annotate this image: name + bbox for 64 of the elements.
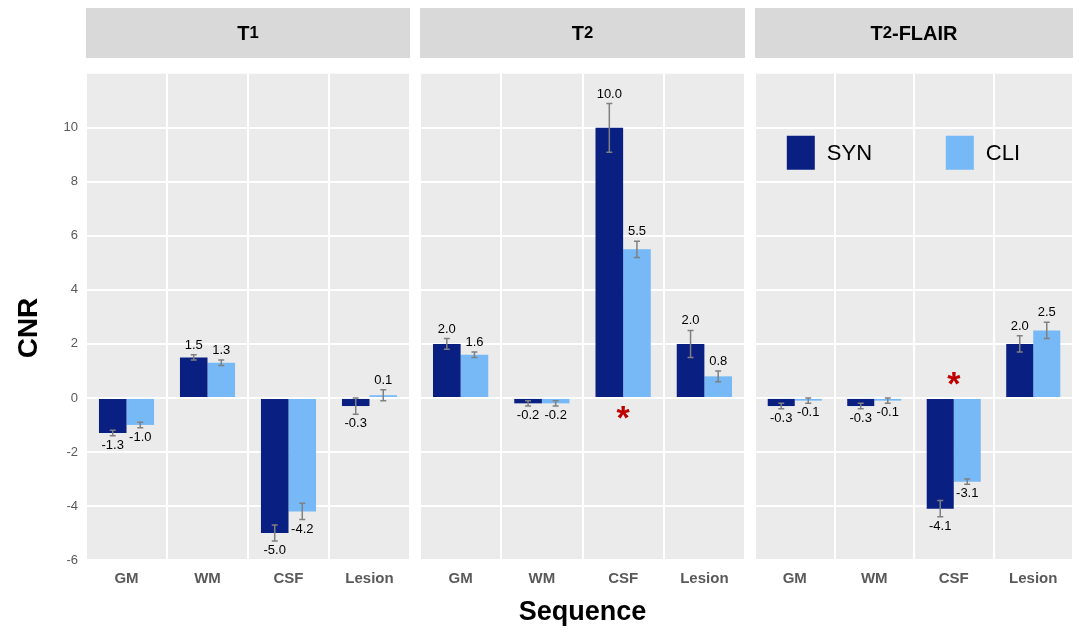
data-label: 1.5 bbox=[184, 336, 203, 352]
y-tick-label: -6 bbox=[66, 551, 78, 567]
data-label: 2.0 bbox=[1010, 317, 1029, 333]
y-tick-label: 4 bbox=[70, 281, 78, 297]
data-label: 0.8 bbox=[709, 353, 728, 368]
y-tick-label: 6 bbox=[70, 227, 78, 243]
y-axis-title: CNR bbox=[12, 297, 44, 359]
data-label: 2.0 bbox=[681, 312, 700, 328]
bar bbox=[179, 357, 208, 397]
x-tick-label: Lesion bbox=[345, 569, 394, 587]
data-label: 1.3 bbox=[212, 342, 231, 358]
data-label: -0.1 bbox=[797, 404, 820, 420]
data-label: 2.5 bbox=[1037, 304, 1056, 320]
bar bbox=[460, 354, 489, 397]
bar bbox=[623, 249, 651, 397]
x-axis-title: Sequence bbox=[517, 596, 648, 627]
x-tick-label: WM bbox=[194, 569, 221, 587]
bar bbox=[98, 398, 127, 434]
y-tick-label: 2 bbox=[70, 335, 78, 351]
bar bbox=[341, 398, 370, 407]
bar bbox=[207, 362, 236, 397]
data-label: -0.1 bbox=[876, 404, 899, 420]
x-tick-label: GM bbox=[782, 569, 807, 587]
bar bbox=[704, 376, 732, 397]
x-tick-label: CSF bbox=[608, 569, 639, 587]
bar bbox=[433, 343, 461, 397]
y-tick-label: 0 bbox=[70, 389, 78, 405]
data-label: 2.0 bbox=[437, 320, 456, 336]
legend-label: CLI bbox=[985, 139, 1021, 165]
data-label: -0.3 bbox=[770, 409, 793, 425]
x-tick-label: GM bbox=[448, 569, 473, 587]
y-tick-label: 10 bbox=[63, 119, 78, 135]
data-label: -3.1 bbox=[956, 485, 979, 501]
legend-label: SYN bbox=[826, 139, 873, 165]
data-label: -0.2 bbox=[544, 407, 567, 423]
x-tick-label: CSF bbox=[273, 569, 304, 587]
data-label: -5.0 bbox=[263, 542, 286, 558]
y-tick-label: 8 bbox=[70, 173, 78, 189]
bar bbox=[288, 398, 317, 512]
data-label: -0.3 bbox=[344, 415, 367, 431]
data-label: -4.1 bbox=[929, 517, 952, 533]
bar bbox=[595, 127, 624, 397]
data-label: 5.5 bbox=[627, 223, 646, 239]
annotation: * bbox=[947, 364, 962, 403]
bar bbox=[260, 398, 289, 533]
bar bbox=[126, 398, 155, 425]
x-tick-label: CSF bbox=[938, 569, 969, 587]
data-label: 0.1 bbox=[374, 371, 393, 387]
data-label: 10.0 bbox=[596, 85, 622, 101]
data-label: -4.2 bbox=[291, 520, 314, 536]
data-label: -0.3 bbox=[849, 409, 872, 425]
x-tick-label: GM bbox=[114, 569, 139, 587]
x-tick-label: WM bbox=[528, 569, 556, 587]
x-tick-label: Lesion bbox=[1009, 569, 1058, 587]
data-label: -1.0 bbox=[129, 428, 152, 444]
x-tick-label: WM bbox=[860, 569, 888, 587]
data-label: 1.6 bbox=[465, 334, 484, 350]
y-tick-label: -4 bbox=[66, 497, 78, 513]
bar bbox=[676, 343, 705, 397]
data-label: -1.3 bbox=[101, 436, 124, 452]
x-tick-label: Lesion bbox=[680, 569, 729, 587]
data-label: -0.2 bbox=[516, 407, 540, 423]
annotation: * bbox=[616, 398, 631, 437]
y-tick-label: -2 bbox=[66, 443, 78, 459]
